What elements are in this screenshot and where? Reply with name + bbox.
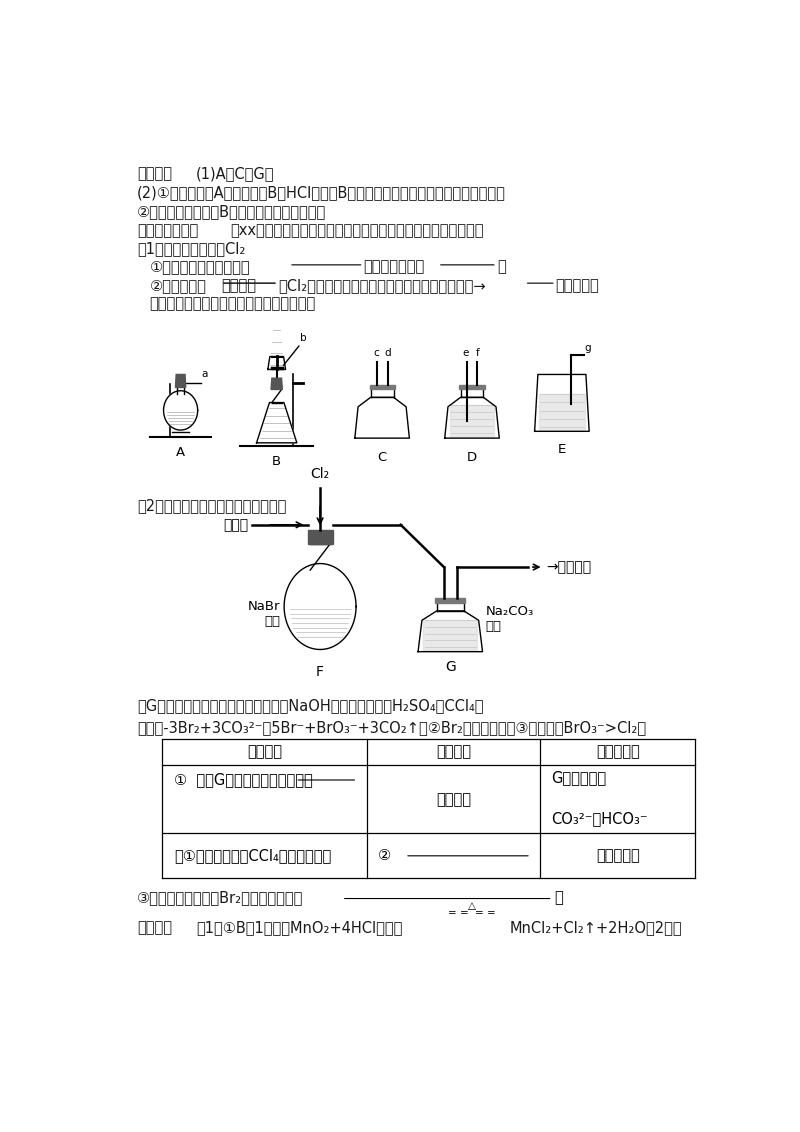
Text: （1）①B（1分）；MnO₂+4HCl（浓）: （1）①B（1分）；MnO₂+4HCl（浓） [196,920,402,935]
Text: ②石蕊溶液倒吸进入B中，溶液颜色变为红色。: ②石蕊溶液倒吸进入B中，溶液颜色变为红色。 [138,204,326,218]
Text: Cl₂: Cl₂ [310,468,330,481]
Text: G: G [445,660,456,674]
Polygon shape [284,564,356,650]
Text: 纯净干燥: 纯净干燥 [221,278,256,293]
Polygon shape [271,378,282,389]
Text: （2）用下列装置模拟从海水中提溨。: （2）用下列装置模拟从海水中提溨。 [138,498,286,514]
Polygon shape [355,397,410,438]
Polygon shape [450,405,494,437]
Text: （xx深圳二测节选）某兴趣小组在实验室中模拟从海水中提溨。: （xx深圳二测节选）某兴趣小组在实验室中模拟从海水中提溨。 [230,223,484,238]
Text: 产生气泡: 产生气泡 [436,791,471,807]
Text: d: d [385,349,391,358]
Text: b: b [300,334,306,343]
Text: 实验现象: 实验现象 [436,745,471,760]
Text: 。: 。 [554,890,562,904]
Text: D: D [467,451,477,464]
Text: 【答案】: 【答案】 [138,920,172,935]
Text: e: e [463,349,469,358]
Text: ，化学方程式为: ，化学方程式为 [363,259,425,275]
Text: △: △ [468,901,476,911]
Text: = =: = = [448,908,469,918]
Polygon shape [459,385,485,389]
Polygon shape [268,357,286,369]
Polygon shape [534,375,589,431]
Polygon shape [370,385,394,389]
Text: = =: = = [475,908,496,918]
Polygon shape [308,530,333,544]
Text: 向，用小写字母表示，装置可重复使用）。: 向，用小写字母表示，装置可重复使用）。 [150,297,316,311]
Text: ②欲收集一瓶: ②欲收集一瓶 [150,278,206,293]
Text: NaBr
溶液: NaBr 溶液 [248,600,281,628]
Text: ①  适量G中溶液于试管中，加入: ① 适量G中溶液于试管中，加入 [174,772,313,788]
Text: a: a [202,369,208,379]
Polygon shape [445,397,499,438]
Text: G中溶液含有: G中溶液含有 [551,771,606,786]
Text: 的Cl₂，选择图中装置，其连接顺序为：发生装置→: 的Cl₂，选择图中装置，其连接顺序为：发生装置→ [278,278,486,293]
Text: 。: 。 [497,259,506,275]
Text: Na₂CO₃
溶液: Na₂CO₃ 溶液 [486,604,534,633]
Text: f: f [476,349,480,358]
Text: 热空气: 热空气 [224,517,249,532]
Text: CO₃²⁻或HCO₃⁻: CO₃²⁻或HCO₃⁻ [551,812,648,826]
Text: B: B [272,455,282,469]
Text: →尾气处理: →尾气处理 [546,560,592,574]
Text: 【答案】: 【答案】 [138,166,172,181]
Text: ②: ② [378,848,391,864]
Text: 生成单质溨: 生成单质溨 [596,848,639,864]
Text: MnCl₂+Cl₂↑+2H₂O（2分）: MnCl₂+Cl₂↑+2H₂O（2分） [510,920,682,935]
Polygon shape [257,403,297,443]
Text: F: F [316,666,324,679]
Text: (1)A、C、G。: (1)A、C、G。 [196,166,274,181]
Text: 【变式训组１】: 【变式训组１】 [138,223,198,238]
Text: 操作步骤: 操作步骤 [246,745,282,760]
Text: （按气流方: （按气流方 [556,278,599,293]
Polygon shape [163,391,198,430]
Text: ①发生装置可选择图中的: ①发生装置可选择图中的 [150,259,250,275]
Text: 结论或解释: 结论或解释 [596,745,639,760]
Text: C: C [378,451,386,464]
Text: 向①的试管中加入CCl₄，振荡、静置: 向①的试管中加入CCl₄，振荡、静置 [174,848,332,864]
Polygon shape [418,611,482,652]
Text: 对G中溶液继续如下实验（限选试剂：NaOH溶液、盐酸、稀H₂SO₄、CCl₄）: 对G中溶液继续如下实验（限选试剂：NaOH溶液、盐酸、稀H₂SO₄、CCl₄） [138,698,484,713]
Text: ③写出上述实验生成Br₂的离子方程式：: ③写出上述实验生成Br₂的离子方程式： [138,890,303,904]
Polygon shape [175,375,186,387]
Text: c: c [374,349,379,358]
Text: A: A [176,446,185,460]
Text: E: E [558,443,566,456]
Text: （1）用下图装置制备Cl₂: （1）用下图装置制备Cl₂ [138,241,246,256]
Polygon shape [423,620,478,650]
Polygon shape [539,394,585,430]
Polygon shape [435,598,465,603]
Text: 已知：‐3Br₂+3CO₃²⁻＝5Br⁻+BrO₃⁻+3CO₂↑；②Br₂有强腐蚀性；③氧化性：BrO₃⁻>Cl₂。: 已知：‐3Br₂+3CO₃²⁻＝5Br⁻+BrO₃⁻+3CO₂↑；②Br₂有强腐… [138,720,646,735]
Text: g: g [584,343,591,353]
Text: (2)①产生白烟；A中压强大于B，HCl被压入B，与氨气反应生成了氯化锄固体小颗粒。: (2)①产生白烟；A中压强大于B，HCl被压入B，与氨气反应生成了氯化锄固体小颗… [138,186,506,200]
